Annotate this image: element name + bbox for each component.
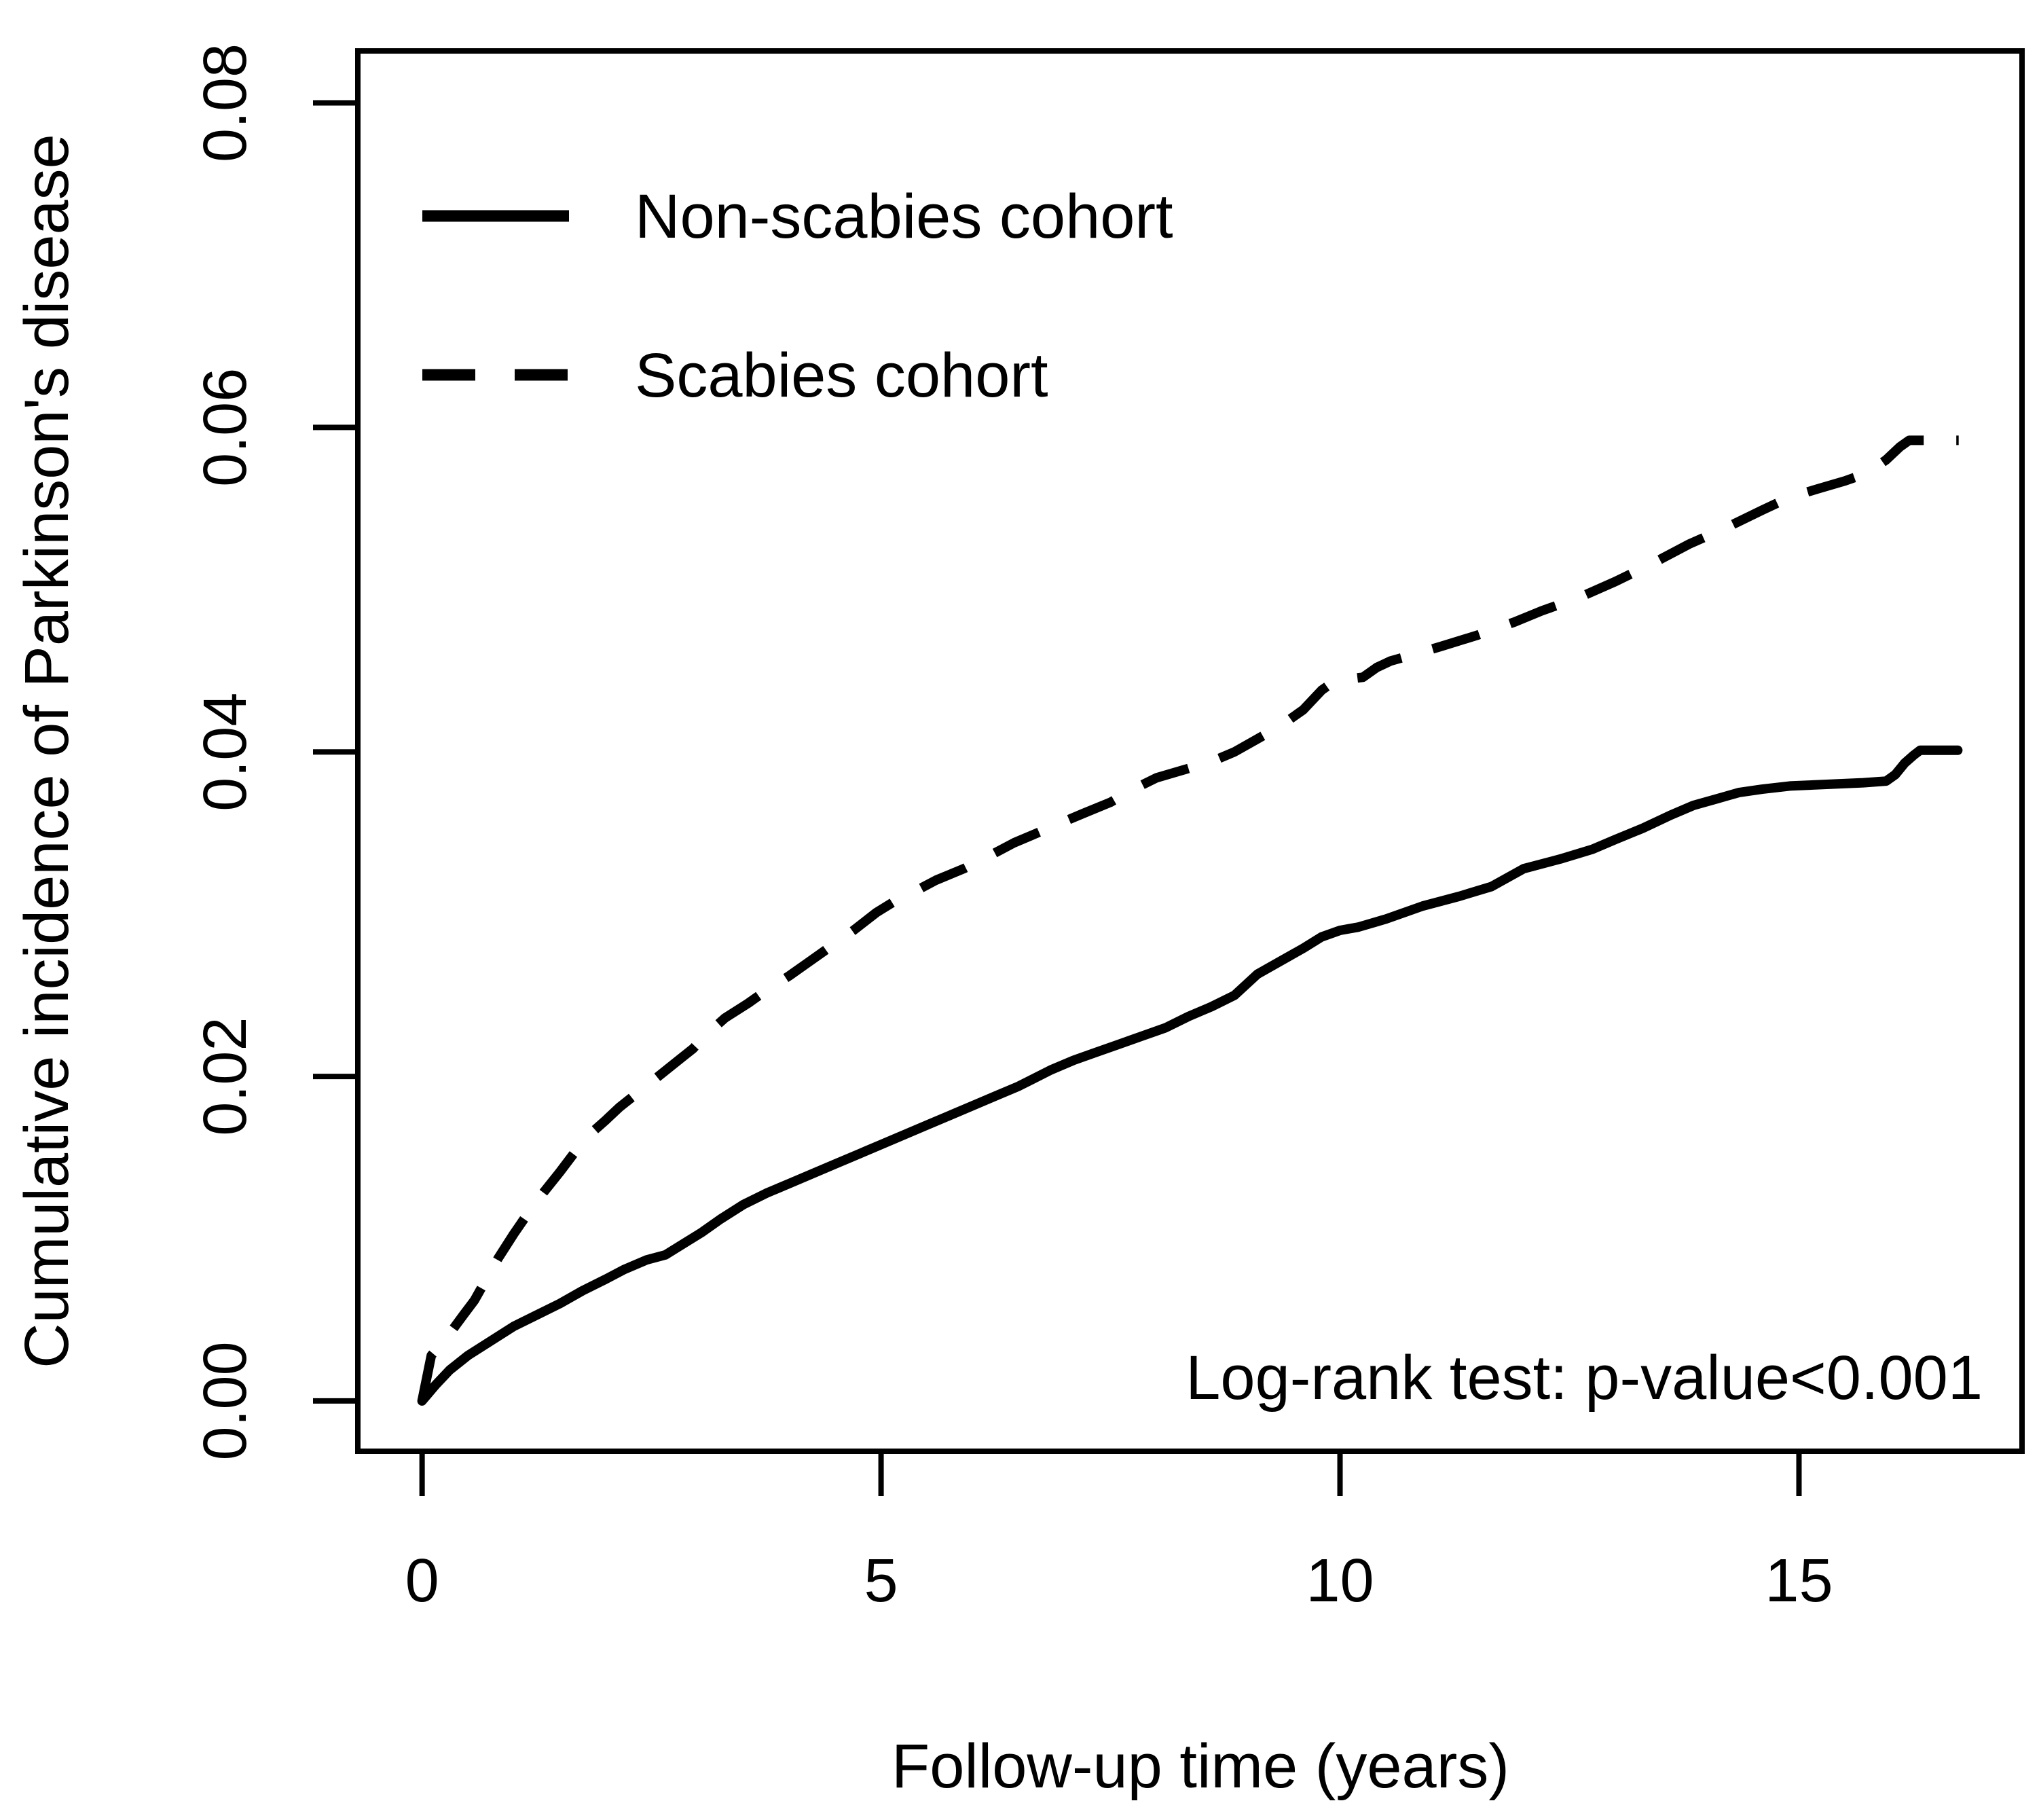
legend-label-scabies: Scabies cohort <box>635 341 1048 410</box>
y-tick-label: 0.00 <box>191 1341 259 1460</box>
non-scabies-curve <box>417 745 1963 1406</box>
plot-box <box>355 48 2025 1454</box>
legend: Non-scabies cohort Scabies cohort <box>422 182 1173 410</box>
y-tick-label: 0.04 <box>191 693 259 812</box>
y-tick-label: 0.08 <box>191 43 259 162</box>
y-tick-label: 0.06 <box>191 368 259 487</box>
x-tick-label: 10 <box>1306 1547 1374 1615</box>
y-tick-label: 0.02 <box>191 1017 259 1135</box>
log-rank-annotation: Log-rank test: p-value<0.001 <box>1186 1343 1983 1413</box>
x-axis: 0 5 10 15 <box>405 1451 1833 1615</box>
x-tick-label: 0 <box>405 1547 439 1615</box>
y-axis: 0.00 0.02 0.04 0.06 0.08 <box>191 43 358 1461</box>
scabies-curve <box>417 435 1959 1402</box>
x-tick-label: 5 <box>864 1547 898 1615</box>
legend-label-non-scabies: Non-scabies cohort <box>635 182 1173 251</box>
x-axis-title: Follow-up time (years) <box>892 1732 1509 1801</box>
x-tick-label: 15 <box>1765 1547 1833 1615</box>
curves <box>417 435 1963 1406</box>
y-axis-title: Cumulative incidence of Parkinson's dise… <box>12 134 81 1368</box>
